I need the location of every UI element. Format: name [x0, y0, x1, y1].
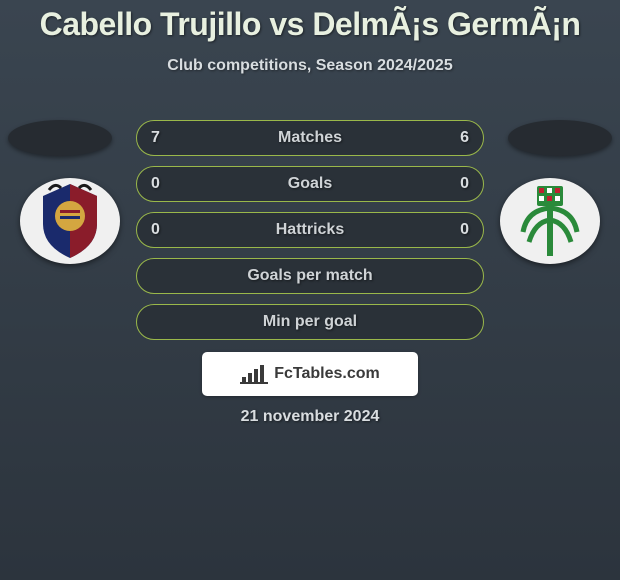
stat-left-value: 0	[151, 175, 160, 193]
page-title: Cabello Trujillo vs DelmÃ¡s GermÃ¡n	[0, 0, 620, 43]
stat-left-value: 7	[151, 129, 160, 147]
stat-right-value: 0	[460, 175, 469, 193]
stat-row-goals-per-match: Goals per match	[136, 258, 484, 294]
stat-left-value: 0	[151, 221, 160, 239]
subtitle: Club competitions, Season 2024/2025	[0, 57, 620, 75]
left-player-photo-placeholder	[8, 120, 112, 156]
right-club-crest	[500, 178, 600, 264]
stat-label: Goals per match	[247, 267, 372, 285]
stat-label: Goals	[288, 175, 332, 193]
stat-label: Min per goal	[263, 313, 357, 331]
right-player-photo-placeholder	[508, 120, 612, 156]
stats-container: 7 Matches 6 0 Goals 0 0 Hattricks 0 Goal…	[136, 120, 484, 350]
stat-row-matches: 7 Matches 6	[136, 120, 484, 156]
stat-right-value: 0	[460, 221, 469, 239]
racing-ferrol-crest-icon	[509, 180, 591, 262]
stat-label: Hattricks	[276, 221, 344, 239]
comparison-card: Cabello Trujillo vs DelmÃ¡s GermÃ¡n Club…	[0, 0, 620, 580]
stat-row-goals: 0 Goals 0	[136, 166, 484, 202]
date-label: 21 november 2024	[0, 408, 620, 426]
brand-text: FcTables.com	[274, 365, 380, 383]
stat-label: Matches	[278, 129, 342, 147]
stat-row-hattricks: 0 Hattricks 0	[136, 212, 484, 248]
stat-right-value: 6	[460, 129, 469, 147]
chart-icon	[240, 363, 268, 385]
left-club-crest	[20, 178, 120, 264]
levante-crest-icon	[29, 180, 111, 262]
brand-badge[interactable]: FcTables.com	[202, 352, 418, 396]
stat-row-min-per-goal: Min per goal	[136, 304, 484, 340]
